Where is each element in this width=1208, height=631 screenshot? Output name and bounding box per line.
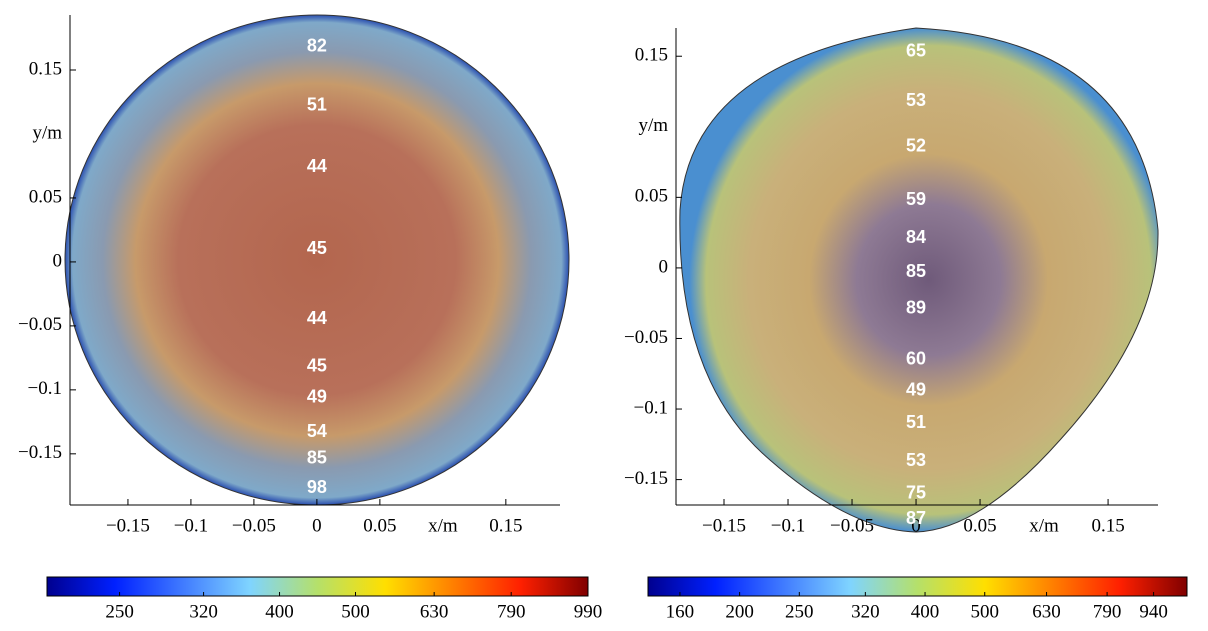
y-tick-label: 0.15 <box>635 45 668 66</box>
x-tick-label: −0.15 <box>702 515 746 536</box>
value-label: 65 <box>906 41 926 61</box>
y-axis-label: y/m <box>638 115 668 136</box>
colorbar-tick-label: 940 <box>1139 601 1168 622</box>
colorbar <box>46 576 589 597</box>
colorbar-tick-label: 320 <box>851 601 880 622</box>
y-tick-label: 0.05 <box>29 186 62 207</box>
x-tick-label: −0.05 <box>232 515 276 536</box>
x-tick-label: −0.15 <box>106 515 150 536</box>
value-label: 89 <box>906 298 926 318</box>
value-label: 44 <box>307 308 327 328</box>
value-label: 52 <box>906 135 926 155</box>
x-tick-label: 0.15 <box>489 515 522 536</box>
y-tick-label: −0.15 <box>18 442 62 463</box>
x-tick-label: 0.15 <box>1091 515 1124 536</box>
y-tick-label: −0.15 <box>624 468 668 489</box>
value-label: 44 <box>307 156 327 176</box>
value-label: 98 <box>307 477 327 497</box>
colorbar-tick-label: 500 <box>970 601 999 622</box>
y-tick-label: 0 <box>53 250 63 271</box>
colorbar-tick-label: 160 <box>666 601 695 622</box>
colorbar-tick-label: 790 <box>1093 601 1122 622</box>
x-tick-label: 0 <box>911 515 921 536</box>
y-axis-label: y/m <box>32 122 62 143</box>
y-tick-label: 0.15 <box>29 58 62 79</box>
x-tick-label: 0.05 <box>363 515 396 536</box>
colorbar-tick-label: 790 <box>497 601 526 622</box>
value-label: 85 <box>906 261 926 281</box>
y-tick-label: −0.1 <box>634 397 668 418</box>
x-tick-label: 0.05 <box>963 515 996 536</box>
x-axis-label: x/m <box>1029 515 1059 536</box>
section-image <box>679 27 1159 533</box>
value-label: 49 <box>906 379 926 399</box>
colorbar-tick-label: 400 <box>911 601 940 622</box>
value-label: 45 <box>307 238 327 258</box>
y-tick-label: −0.1 <box>28 378 62 399</box>
x-axis-label: x/m <box>428 515 458 536</box>
section-right <box>679 27 1159 533</box>
value-label: 85 <box>307 448 327 468</box>
colorbar-tick-label: 990 <box>574 601 603 622</box>
x-tick-label: −0.05 <box>830 515 874 536</box>
value-label: 60 <box>906 348 926 368</box>
colorbar <box>647 576 1188 597</box>
colorbar-tick-label: 250 <box>105 601 134 622</box>
value-label: 45 <box>307 356 327 376</box>
y-tick-label: 0 <box>659 256 669 277</box>
value-label: 75 <box>906 482 926 502</box>
value-label: 54 <box>307 421 327 441</box>
x-tick-label: −0.1 <box>174 515 208 536</box>
colorbar-tick-label: 200 <box>725 601 754 622</box>
value-label: 82 <box>307 36 327 56</box>
value-label: 59 <box>906 189 926 209</box>
y-tick-label: −0.05 <box>18 314 62 335</box>
value-label: 87 <box>906 508 926 528</box>
colorbar-tick-label: 630 <box>1032 601 1061 622</box>
value-label: 53 <box>906 450 926 470</box>
y-tick-label: −0.05 <box>624 327 668 348</box>
colorbar-tick-label: 250 <box>785 601 814 622</box>
value-label: 51 <box>906 412 926 432</box>
value-label: 51 <box>307 95 327 115</box>
colorbar-tick-label: 630 <box>420 601 449 622</box>
y-tick-label: 0.05 <box>635 186 668 207</box>
x-tick-label: 0 <box>312 515 322 536</box>
colorbar-tick-label: 400 <box>265 601 294 622</box>
colorbar-tick-label: 320 <box>189 601 218 622</box>
value-label: 49 <box>307 386 327 406</box>
value-label: 53 <box>906 90 926 110</box>
x-tick-label: −0.1 <box>771 515 805 536</box>
colorbar-tick-label: 500 <box>341 601 370 622</box>
value-label: 84 <box>906 227 926 247</box>
